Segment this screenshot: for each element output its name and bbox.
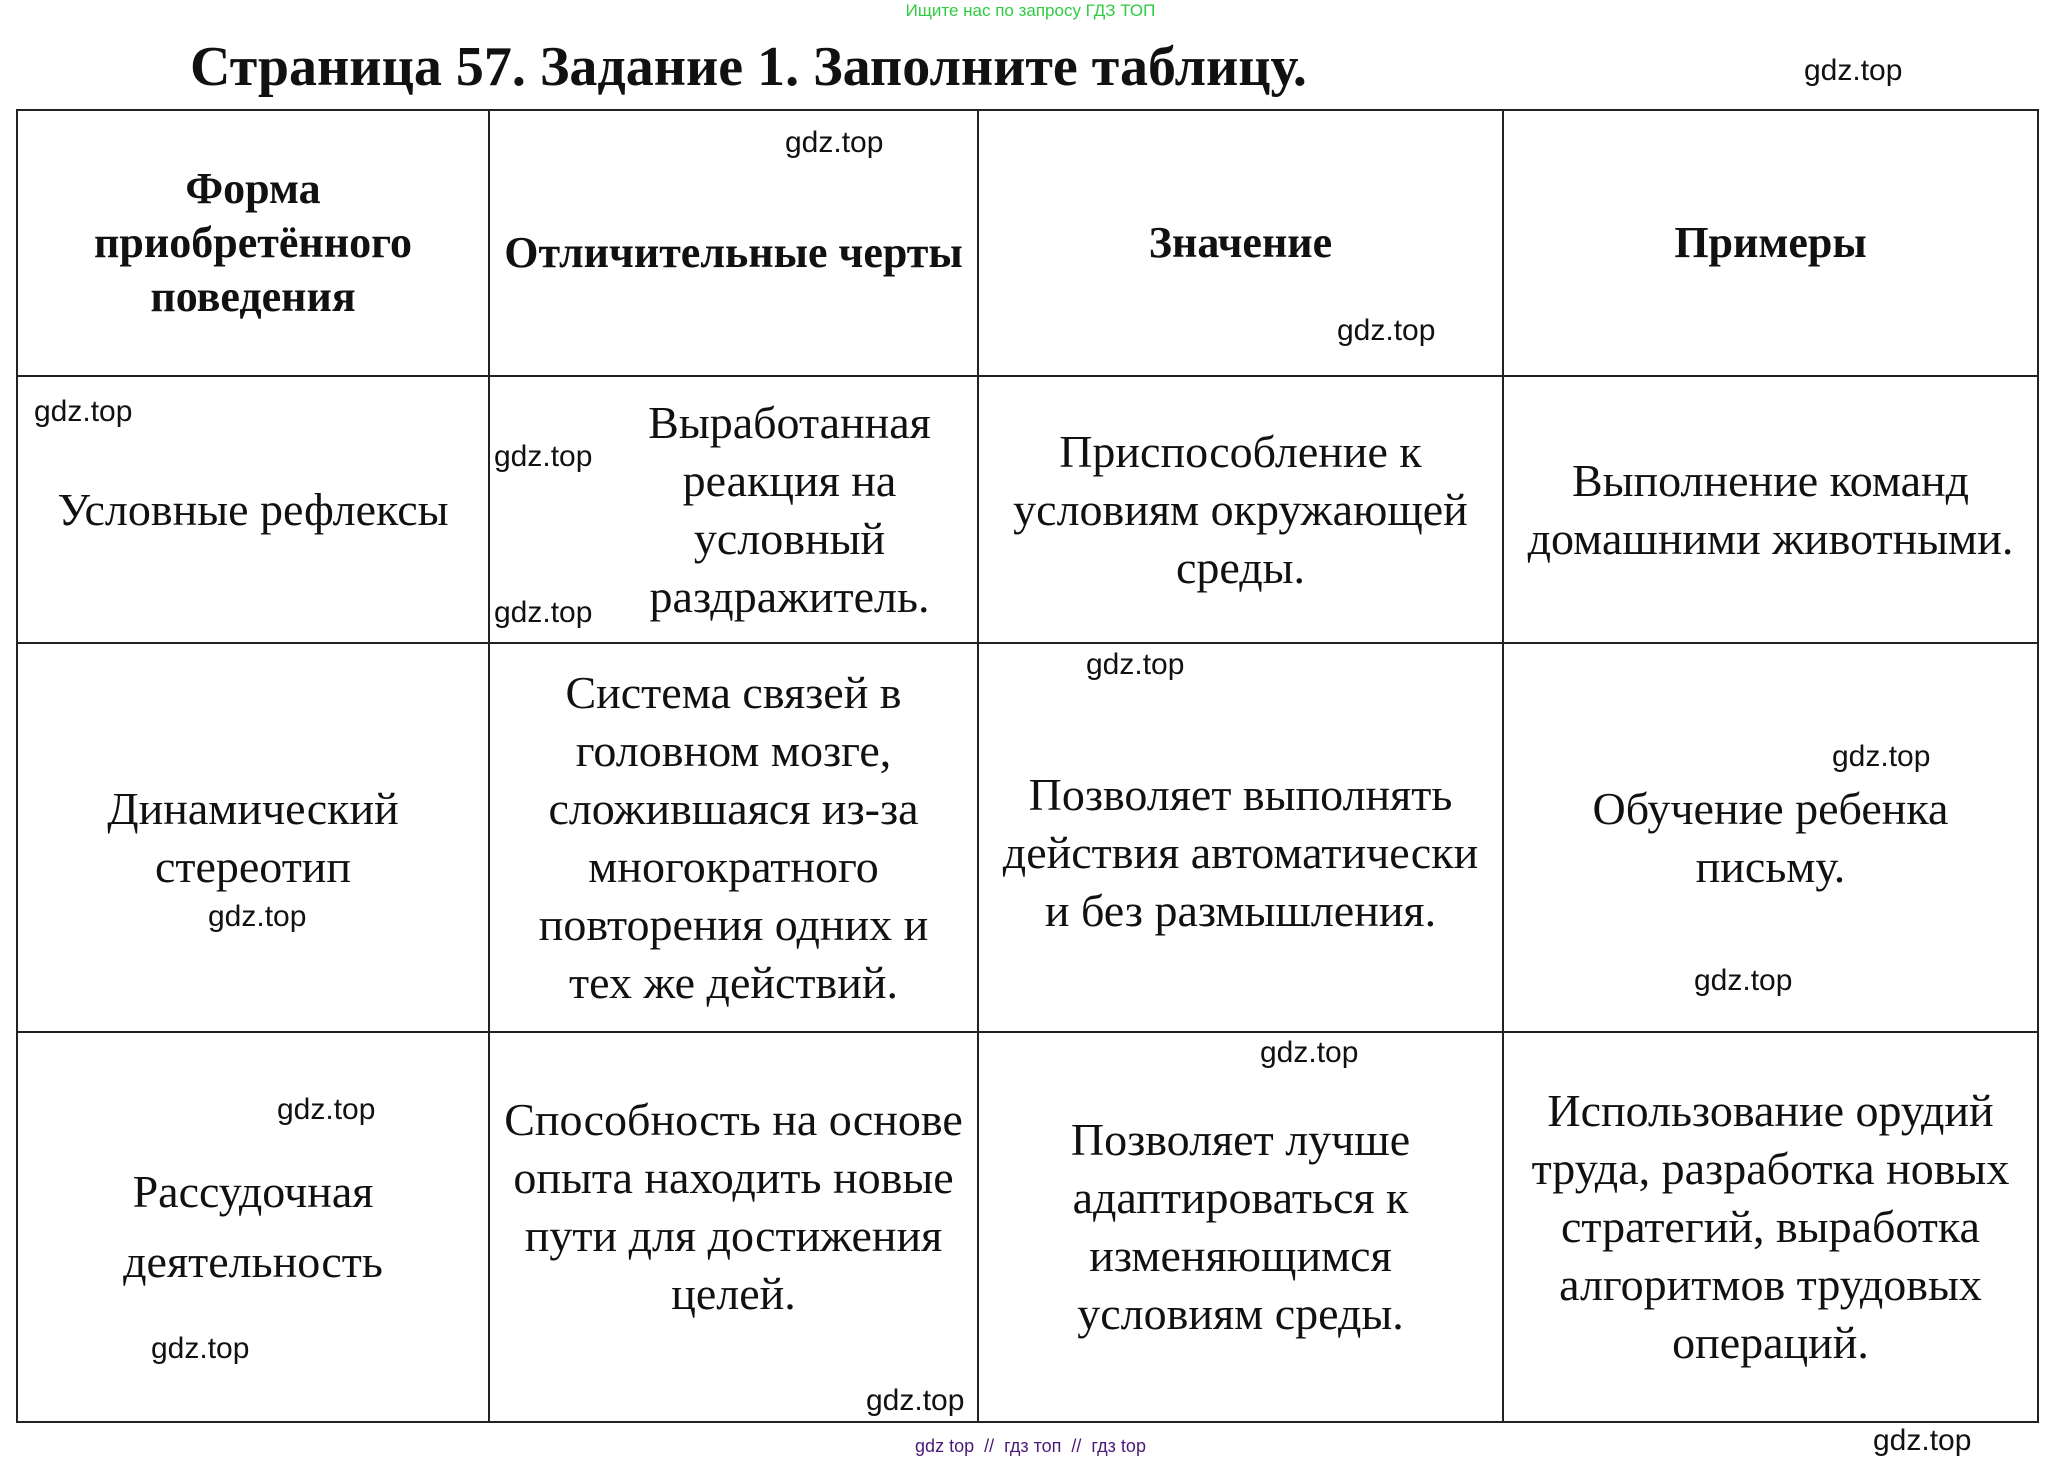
watermark: gdz.top — [494, 440, 593, 473]
table-cell: Рассудочная деятельность — [16, 1031, 490, 1423]
watermark: gdz.top — [277, 1093, 376, 1126]
watermark: gdz.top — [1260, 1036, 1359, 1069]
table-cell: Обучение ребенка письму. — [1502, 642, 2039, 1033]
table-cell: Выполнение команд домашними животными. — [1502, 375, 2039, 644]
table-cell: Система связей в головном мозге, сложивш… — [488, 642, 979, 1033]
table-cell: Использование орудий труда, разработка н… — [1502, 1031, 2039, 1423]
footer-links: gdz top // гдз топ // гдз top — [915, 1436, 1146, 1456]
header-cell: Примеры — [1502, 109, 2039, 377]
table-cell: Позволяет лучше адаптироваться к изменяю… — [977, 1031, 1504, 1423]
table-row: Условные рефлексы Выработанная реакция н… — [16, 375, 2039, 644]
watermark: gdz.top — [785, 126, 884, 159]
watermark: gdz.top — [494, 596, 593, 629]
table-row: Рассудочная деятельность Способность на … — [16, 1031, 2039, 1423]
watermark: gdz.top — [1694, 964, 1793, 997]
watermark: gdz.top — [208, 900, 307, 933]
table-cell: Приспособление к условиям окружающей сре… — [977, 375, 1504, 644]
table-cell: Условные рефлексы — [16, 375, 490, 644]
behavior-table: Форма приобретённого поведения Отличител… — [16, 109, 2039, 1423]
watermark: gdz.top — [1337, 314, 1436, 347]
watermark: gdz.top — [1832, 740, 1931, 773]
table-header-row: Форма приобретённого поведения Отличител… — [16, 109, 2039, 377]
header-cell: Значение — [977, 109, 1504, 377]
watermark: gdz.top — [34, 395, 133, 428]
watermark: gdz.top — [1873, 1424, 1972, 1457]
page-title: Страница 57. Задание 1. Заполните таблиц… — [190, 36, 1307, 98]
watermark: gdz.top — [151, 1332, 250, 1365]
table-cell: Позволяет выполнять действия автоматичес… — [977, 642, 1504, 1033]
header-cell: Отличительные черты — [488, 109, 979, 377]
header-cell: Форма приобретённого поведения — [16, 109, 490, 377]
watermark: gdz.top — [1086, 648, 1185, 681]
search-banner: Ищите нас по запросу ГДЗ ТОП — [905, 1, 1156, 20]
watermark: gdz.top — [866, 1384, 965, 1417]
table-cell: Выработанная реакция на условный раздраж… — [488, 375, 979, 644]
watermark: gdz.top — [1804, 54, 1903, 87]
table-cell: Динамический стереотип — [16, 642, 490, 1033]
table-row: Динамический стереотип Система связей в … — [16, 642, 2039, 1033]
table-cell: Способность на основе опыта находить нов… — [488, 1031, 979, 1423]
